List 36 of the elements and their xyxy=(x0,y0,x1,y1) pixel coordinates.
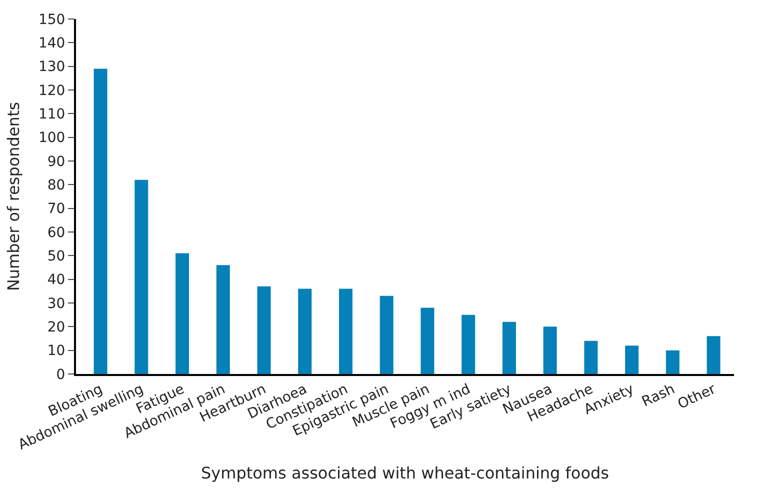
bar xyxy=(134,180,148,374)
bar xyxy=(706,336,720,374)
bar xyxy=(584,340,598,374)
bar xyxy=(176,253,189,374)
y-tick-label: 80 xyxy=(47,178,66,194)
y-tick-label: 30 xyxy=(47,296,66,312)
y-tick-label: 120 xyxy=(38,82,66,99)
y-tick-label: 90 xyxy=(47,154,66,170)
bar xyxy=(543,326,557,374)
x-axis-title: Symptoms associated with wheat-containing foods xyxy=(201,463,609,482)
y-tick-label: 130 xyxy=(38,59,66,76)
bar xyxy=(298,288,312,374)
bar xyxy=(462,314,476,374)
bar xyxy=(502,322,516,374)
bar xyxy=(257,286,271,374)
y-tick-label: 10 xyxy=(47,343,66,360)
bar xyxy=(339,288,352,374)
y-tick-label: 70 xyxy=(47,201,66,218)
y-tick-label: 50 xyxy=(47,248,66,265)
bar xyxy=(216,265,230,374)
y-tick-label: 60 xyxy=(47,224,66,241)
y-tick-label: 110 xyxy=(38,106,66,123)
bar xyxy=(420,308,434,374)
x-tick-label: Rash xyxy=(640,381,678,410)
y-tick-label: 20 xyxy=(47,320,66,336)
bar xyxy=(380,296,394,374)
y-axis-title: Number of respondents xyxy=(4,102,23,292)
bar xyxy=(94,68,108,374)
y-tick-label: 150 xyxy=(38,12,66,28)
y-tick-label: 40 xyxy=(47,272,66,288)
y-tick-label: 0 xyxy=(56,366,66,383)
bar xyxy=(625,346,639,374)
y-tick-label: 140 xyxy=(38,36,66,52)
x-tick-label: Other xyxy=(675,381,718,413)
bar xyxy=(666,350,680,374)
y-tick-label: 100 xyxy=(38,130,66,146)
